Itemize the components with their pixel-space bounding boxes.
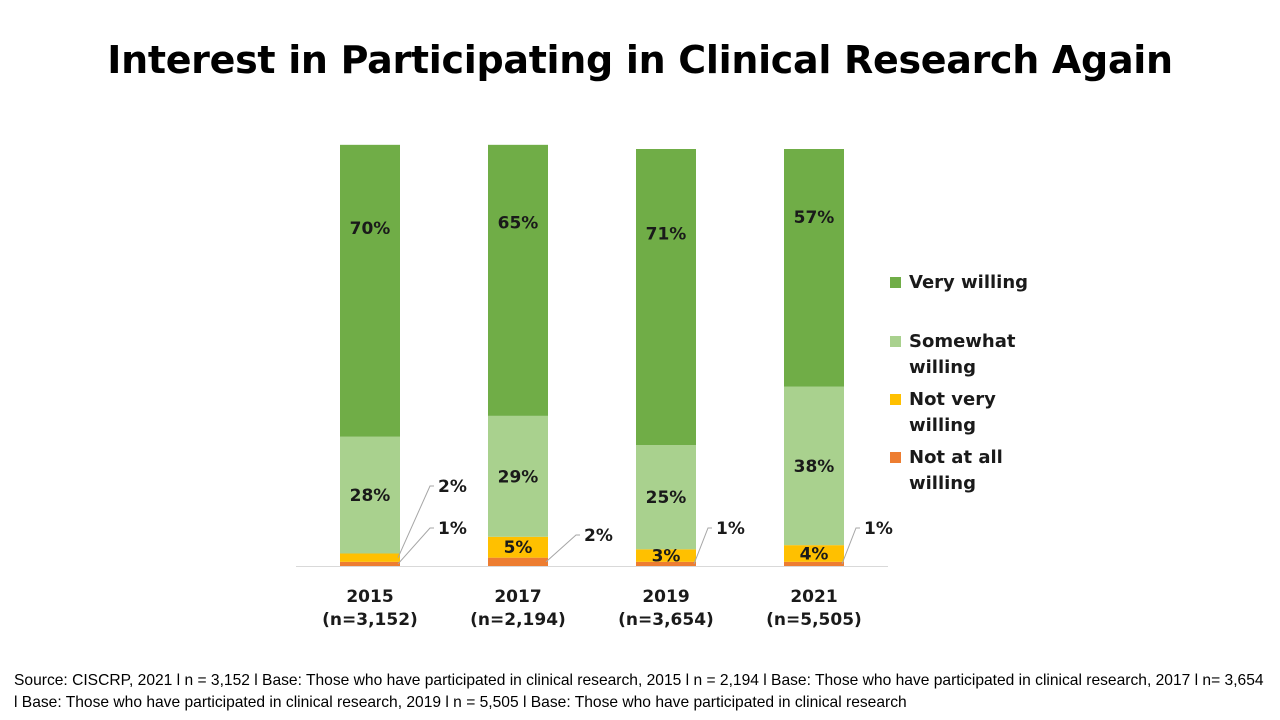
legend-label: Very willing (909, 272, 1029, 293)
bar-segment-very-willing (636, 149, 696, 446)
data-label: 5% (504, 538, 533, 558)
data-label: 28% (350, 486, 391, 506)
stacked-bar-chart: 2015 (n=3,152) 2017 (n=2,194) 2019 (n=3,654) 2… (296, 144, 893, 630)
bar-segment-not-very-willing (784, 545, 844, 562)
legend-item-somewhat-willing: Somewhat willing (890, 329, 1059, 381)
bar-segment-somewhat-willing (784, 386, 844, 546)
legend-item-not-very-willing: Not very willing (890, 387, 1059, 439)
legend-item-not-at-all-willing: Not at all willing (890, 445, 1059, 497)
x-tick-label: 2019 (642, 587, 689, 607)
legend-swatch-somewhat-willing (890, 336, 901, 347)
data-label: 4% (800, 544, 829, 564)
data-label: 29% (498, 467, 539, 487)
bar-segment-somewhat-willing (636, 445, 696, 550)
data-label-callout: 1% (716, 519, 745, 539)
bar-segment-not-very-willing (488, 536, 548, 558)
leader-line (841, 527, 860, 565)
legend-item-very-willing: Very willing (890, 270, 1059, 296)
data-label-callout: 2% (584, 526, 613, 546)
legend-swatch-very-willing (890, 277, 901, 288)
x-tick-label: (n=5,505) (766, 610, 862, 630)
x-tick-label: (n=2,194) (470, 610, 566, 630)
data-label-callout: 2% (438, 477, 467, 497)
x-tick-label: (n=3,152) (322, 610, 418, 630)
x-tick-label: (n=3,654) (618, 610, 714, 630)
data-label: 65% (498, 213, 539, 233)
legend-swatch-not-very-willing (890, 394, 901, 405)
x-tick-label: 2021 (790, 587, 837, 607)
leader-line (545, 534, 580, 563)
x-tick-label: 2015 (346, 587, 393, 607)
leader-line (397, 485, 434, 558)
bar-segment-not-at-all-willing (636, 561, 696, 566)
bar-segment-not-at-all-willing (784, 561, 844, 566)
x-tick-label: 2017 (494, 587, 541, 607)
legend-label: Not very willing (909, 389, 996, 436)
source-note: Source: CISCRP, 2021 l n = 3,152 l Base:… (14, 672, 1264, 711)
bar-segment-not-very-willing (340, 553, 400, 562)
data-label: 71% (646, 225, 687, 245)
data-label: 25% (646, 488, 687, 508)
leader-line (693, 527, 712, 565)
bar-segment-very-willing (488, 144, 548, 416)
bar-segment-very-willing (340, 144, 400, 437)
data-label-callout: 1% (438, 519, 467, 539)
data-label-callout: 1% (864, 519, 893, 539)
data-label: 38% (794, 457, 835, 477)
legend-swatch-not-at-all-willing (890, 452, 901, 463)
data-label: 3% (652, 547, 681, 567)
bar-segment-not-very-willing (636, 549, 696, 562)
legend-label: Not at all willing (909, 447, 1003, 494)
bar-segment-very-willing (784, 149, 844, 387)
bar-segment-not-at-all-willing (488, 557, 548, 566)
legend-label: Somewhat willing (909, 331, 1016, 378)
leader-line (397, 527, 434, 565)
data-label: 70% (350, 219, 391, 239)
bar-segment-somewhat-willing (488, 415, 548, 537)
bar-segment-not-at-all-willing (340, 561, 400, 566)
bar-segment-somewhat-willing (340, 436, 400, 554)
data-label: 57% (794, 208, 835, 228)
chart-title: Interest in Participating in Clinical Re… (107, 38, 1173, 82)
